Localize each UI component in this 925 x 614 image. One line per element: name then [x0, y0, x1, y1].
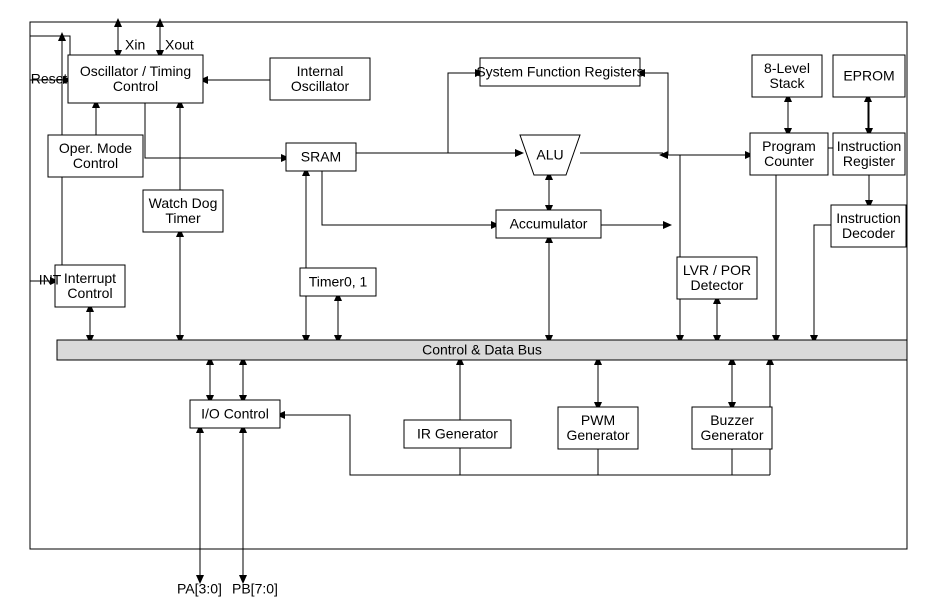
node-intc-label-0: Interrupt: [64, 270, 116, 286]
edge-e-alu-ctrl: [663, 155, 680, 340]
node-ioctrl-label-0: I/O Control: [201, 406, 269, 422]
pin-label-pb_lbl: PB[7:0]: [232, 581, 278, 597]
node-ireg-label-1: Register: [843, 153, 895, 169]
node-stack-label-0: 8-Level: [764, 60, 810, 76]
node-intc-label-1: Control: [67, 285, 112, 301]
node-idec-label-0: Instruction: [836, 210, 901, 226]
node-sysfunc-label-0: System Function Registers: [476, 64, 643, 80]
node-wdt-label-1: Timer: [165, 210, 201, 226]
pin-label-reset_lbl: Reset: [31, 71, 68, 87]
edge-e-sysfunc-pc: [640, 73, 750, 155]
node-osc-label-1: Control: [113, 78, 158, 94]
node-lvr-label-1: Detector: [691, 277, 744, 293]
node-oper-label-1: Control: [73, 155, 118, 171]
node-pc-label-0: Program: [762, 138, 816, 154]
node-intosc-label-1: Oscillator: [291, 78, 350, 94]
edge-e-osc-top-corner: [30, 36, 70, 55]
pin-label-xin_lbl: Xin: [125, 37, 145, 53]
bus-label: Control & Data Bus: [422, 342, 542, 358]
node-timer-label-0: Timer0, 1: [309, 274, 368, 290]
node-pwm-label-0: PWM: [581, 412, 615, 428]
node-oper-label-0: Oper. Mode: [59, 140, 132, 156]
pin-label-pa_lbl: PA[3:0]: [177, 581, 222, 597]
node-pc-label-1: Counter: [764, 153, 814, 169]
node-pwm-label-1: Generator: [566, 427, 629, 443]
node-intosc-label-0: Internal: [297, 63, 344, 79]
node-wdt-label-0: Watch Dog: [149, 195, 218, 211]
node-sram-label-0: SRAM: [301, 149, 341, 165]
node-lvr-label-0: LVR / POR: [683, 262, 751, 278]
node-stack-label-1: Stack: [769, 75, 805, 91]
pin-label-int_lbl: INT: [39, 272, 62, 288]
edge-e-idec-ctrl: [814, 225, 831, 340]
node-buz-label-0: Buzzer: [710, 412, 754, 428]
node-acc-label-0: Accumulator: [510, 216, 588, 232]
node-idec-label-1: Decoder: [842, 225, 895, 241]
node-buz-label-1: Generator: [700, 427, 763, 443]
pin-label-xout_lbl: Xout: [165, 37, 194, 53]
edge-e-osc-sram: [145, 103, 286, 158]
node-irgen-label-0: IR Generator: [417, 426, 498, 442]
edge-e-sram-sysfunc: [356, 73, 480, 153]
node-ireg-label-0: Instruction: [837, 138, 902, 154]
node-osc-label-0: Oscillator / Timing: [80, 63, 191, 79]
node-alu-label: ALU: [536, 147, 563, 163]
node-eprom-label-0: EPROM: [843, 68, 894, 84]
edge-e-sram-alu-line: [322, 171, 496, 225]
